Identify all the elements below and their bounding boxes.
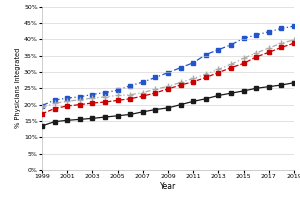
Network Analysis <box>254 56 258 58</box>
Indirect Match <box>179 81 182 84</box>
Indirect Match <box>91 97 94 99</box>
Network Analysis <box>179 84 182 86</box>
Indirect Match <box>141 91 145 94</box>
Line: Nam e Match: Nam e Match <box>40 24 296 107</box>
Indirect Match <box>53 102 56 105</box>
Nam e Match <box>292 25 296 27</box>
Nam e Match <box>267 31 271 33</box>
Nam e Match <box>280 27 283 30</box>
Direct TIN Match <box>78 118 82 121</box>
Line: Indirect Match: Indirect Match <box>39 37 297 110</box>
Network Analysis <box>78 103 82 106</box>
Network Analysis <box>242 62 245 65</box>
Indirect Match <box>166 85 170 88</box>
Network Analysis <box>166 88 170 90</box>
Direct TIN Match <box>267 85 271 88</box>
Direct TIN Match <box>254 87 258 90</box>
Nam e Match <box>179 66 182 69</box>
Line: Network Analysis: Network Analysis <box>40 41 296 116</box>
Nam e Match <box>128 84 132 87</box>
Nam e Match <box>53 99 56 101</box>
Indirect Match <box>128 94 132 96</box>
Nam e Match <box>166 71 170 74</box>
Nam e Match <box>154 76 157 79</box>
Direct TIN Match <box>217 94 220 97</box>
Nam e Match <box>242 37 245 40</box>
Network Analysis <box>91 102 94 104</box>
Nam e Match <box>40 104 44 107</box>
Nam e Match <box>191 61 195 64</box>
Nam e Match <box>116 89 119 92</box>
Network Analysis <box>141 95 145 97</box>
Indirect Match <box>217 68 220 71</box>
Direct TIN Match <box>229 92 233 95</box>
X-axis label: Year: Year <box>160 182 176 191</box>
Direct TIN Match <box>204 97 208 100</box>
Indirect Match <box>40 106 44 109</box>
Direct TIN Match <box>166 107 170 109</box>
Indirect Match <box>280 42 283 44</box>
Direct TIN Match <box>179 103 182 106</box>
Nam e Match <box>217 48 220 51</box>
Nam e Match <box>78 95 82 98</box>
Nam e Match <box>141 81 145 83</box>
Direct TIN Match <box>280 84 283 86</box>
Indirect Match <box>292 39 296 41</box>
Network Analysis <box>40 112 44 115</box>
Direct TIN Match <box>154 108 157 111</box>
Network Analysis <box>229 66 233 69</box>
Direct TIN Match <box>91 117 94 120</box>
Network Analysis <box>103 101 107 103</box>
Network Analysis <box>191 80 195 83</box>
Indirect Match <box>65 100 69 103</box>
Network Analysis <box>292 42 296 44</box>
Indirect Match <box>116 94 119 97</box>
Nam e Match <box>254 34 258 36</box>
Direct TIN Match <box>53 120 56 123</box>
Nam e Match <box>91 93 94 96</box>
Network Analysis <box>217 71 220 74</box>
Direct TIN Match <box>65 119 69 122</box>
Direct TIN Match <box>242 90 245 92</box>
Network Analysis <box>128 97 132 100</box>
Direct TIN Match <box>191 100 195 103</box>
Indirect Match <box>242 57 245 60</box>
Direct TIN Match <box>103 116 107 118</box>
Network Analysis <box>267 51 271 54</box>
Nam e Match <box>204 53 208 56</box>
Direct TIN Match <box>141 111 145 113</box>
Indirect Match <box>154 88 157 91</box>
Direct TIN Match <box>292 82 296 84</box>
Nam e Match <box>103 91 107 94</box>
Indirect Match <box>78 99 82 101</box>
Indirect Match <box>229 63 233 66</box>
Indirect Match <box>103 95 107 98</box>
Network Analysis <box>116 99 119 102</box>
Indirect Match <box>191 77 195 80</box>
Nam e Match <box>65 97 69 99</box>
Indirect Match <box>204 73 208 76</box>
Direct TIN Match <box>116 114 119 117</box>
Y-axis label: % Physicians Integrated: % Physicians Integrated <box>15 48 21 128</box>
Network Analysis <box>280 46 283 49</box>
Network Analysis <box>204 76 208 79</box>
Nam e Match <box>229 44 233 46</box>
Direct TIN Match <box>128 113 132 116</box>
Network Analysis <box>65 105 69 107</box>
Direct TIN Match <box>40 125 44 127</box>
Indirect Match <box>267 47 271 49</box>
Network Analysis <box>53 107 56 110</box>
Line: Direct TIN Match: Direct TIN Match <box>40 81 296 128</box>
Network Analysis <box>154 92 157 94</box>
Indirect Match <box>254 52 258 54</box>
